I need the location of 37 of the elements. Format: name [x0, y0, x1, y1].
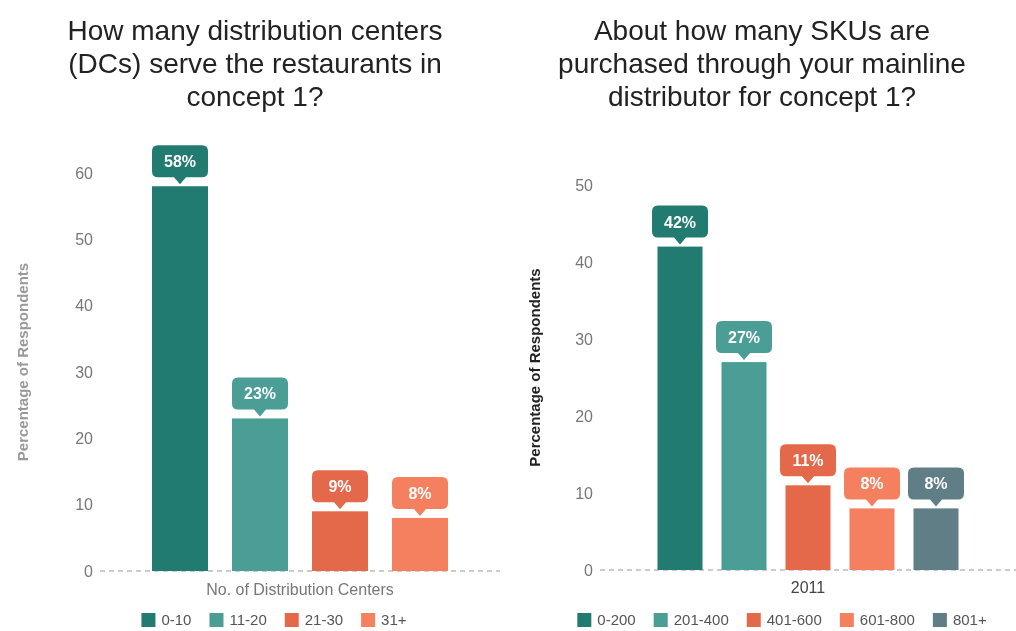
y-tick-label: 20 [575, 407, 594, 425]
data-label: 8% [408, 484, 432, 502]
data-label: 23% [243, 385, 277, 403]
chart-title: About how many SKUs are purchased through your mainline distributor for concept 1? [558, 15, 966, 112]
legend-label: 31+ [381, 611, 407, 628]
x-axis-title: No. of Distribution Centers [206, 581, 394, 598]
data-label: 9% [328, 478, 352, 496]
y-tick-label: 10 [75, 496, 94, 514]
legend-label: 11-20 [229, 611, 267, 628]
y-tick-label: 30 [75, 363, 94, 381]
legend-label: 201-400 [673, 611, 729, 628]
data-label: 8% [924, 475, 948, 493]
data-label: 58% [163, 153, 197, 171]
y-axis-title: Percentage of Respondents [14, 262, 31, 462]
data-label: 27% [727, 329, 761, 347]
legend-label: 801+ [952, 611, 987, 628]
data-label: 11% [792, 452, 824, 470]
y-tick-label: 0 [584, 561, 594, 579]
y-tick-label: 0 [84, 562, 94, 580]
legend-label: 601-800 [859, 611, 915, 628]
y-tick-label: 20 [75, 429, 94, 447]
y-axis-title: Percentage of Respondents [526, 268, 543, 467]
legend-label: 21-30 [304, 611, 344, 628]
y-tick-label: 50 [75, 230, 94, 248]
legend-label: 401-600 [766, 611, 822, 628]
chart-title: How many distribution centers (DCs) serve the restaurants in concept 1? [67, 15, 443, 112]
y-tick-label: 10 [575, 484, 594, 502]
data-label: 8% [860, 475, 884, 493]
data-label: 42% [663, 213, 697, 231]
y-tick-label: 50 [575, 176, 594, 194]
y-tick-label: 40 [575, 253, 594, 271]
legend-label: 0-10 [161, 611, 192, 628]
x-tick-label: 2011 [790, 579, 826, 596]
y-tick-label: 60 [75, 164, 94, 182]
y-tick-label: 40 [75, 297, 94, 315]
legend-label: 0-200 [597, 611, 636, 628]
y-tick-label: 30 [575, 330, 594, 348]
